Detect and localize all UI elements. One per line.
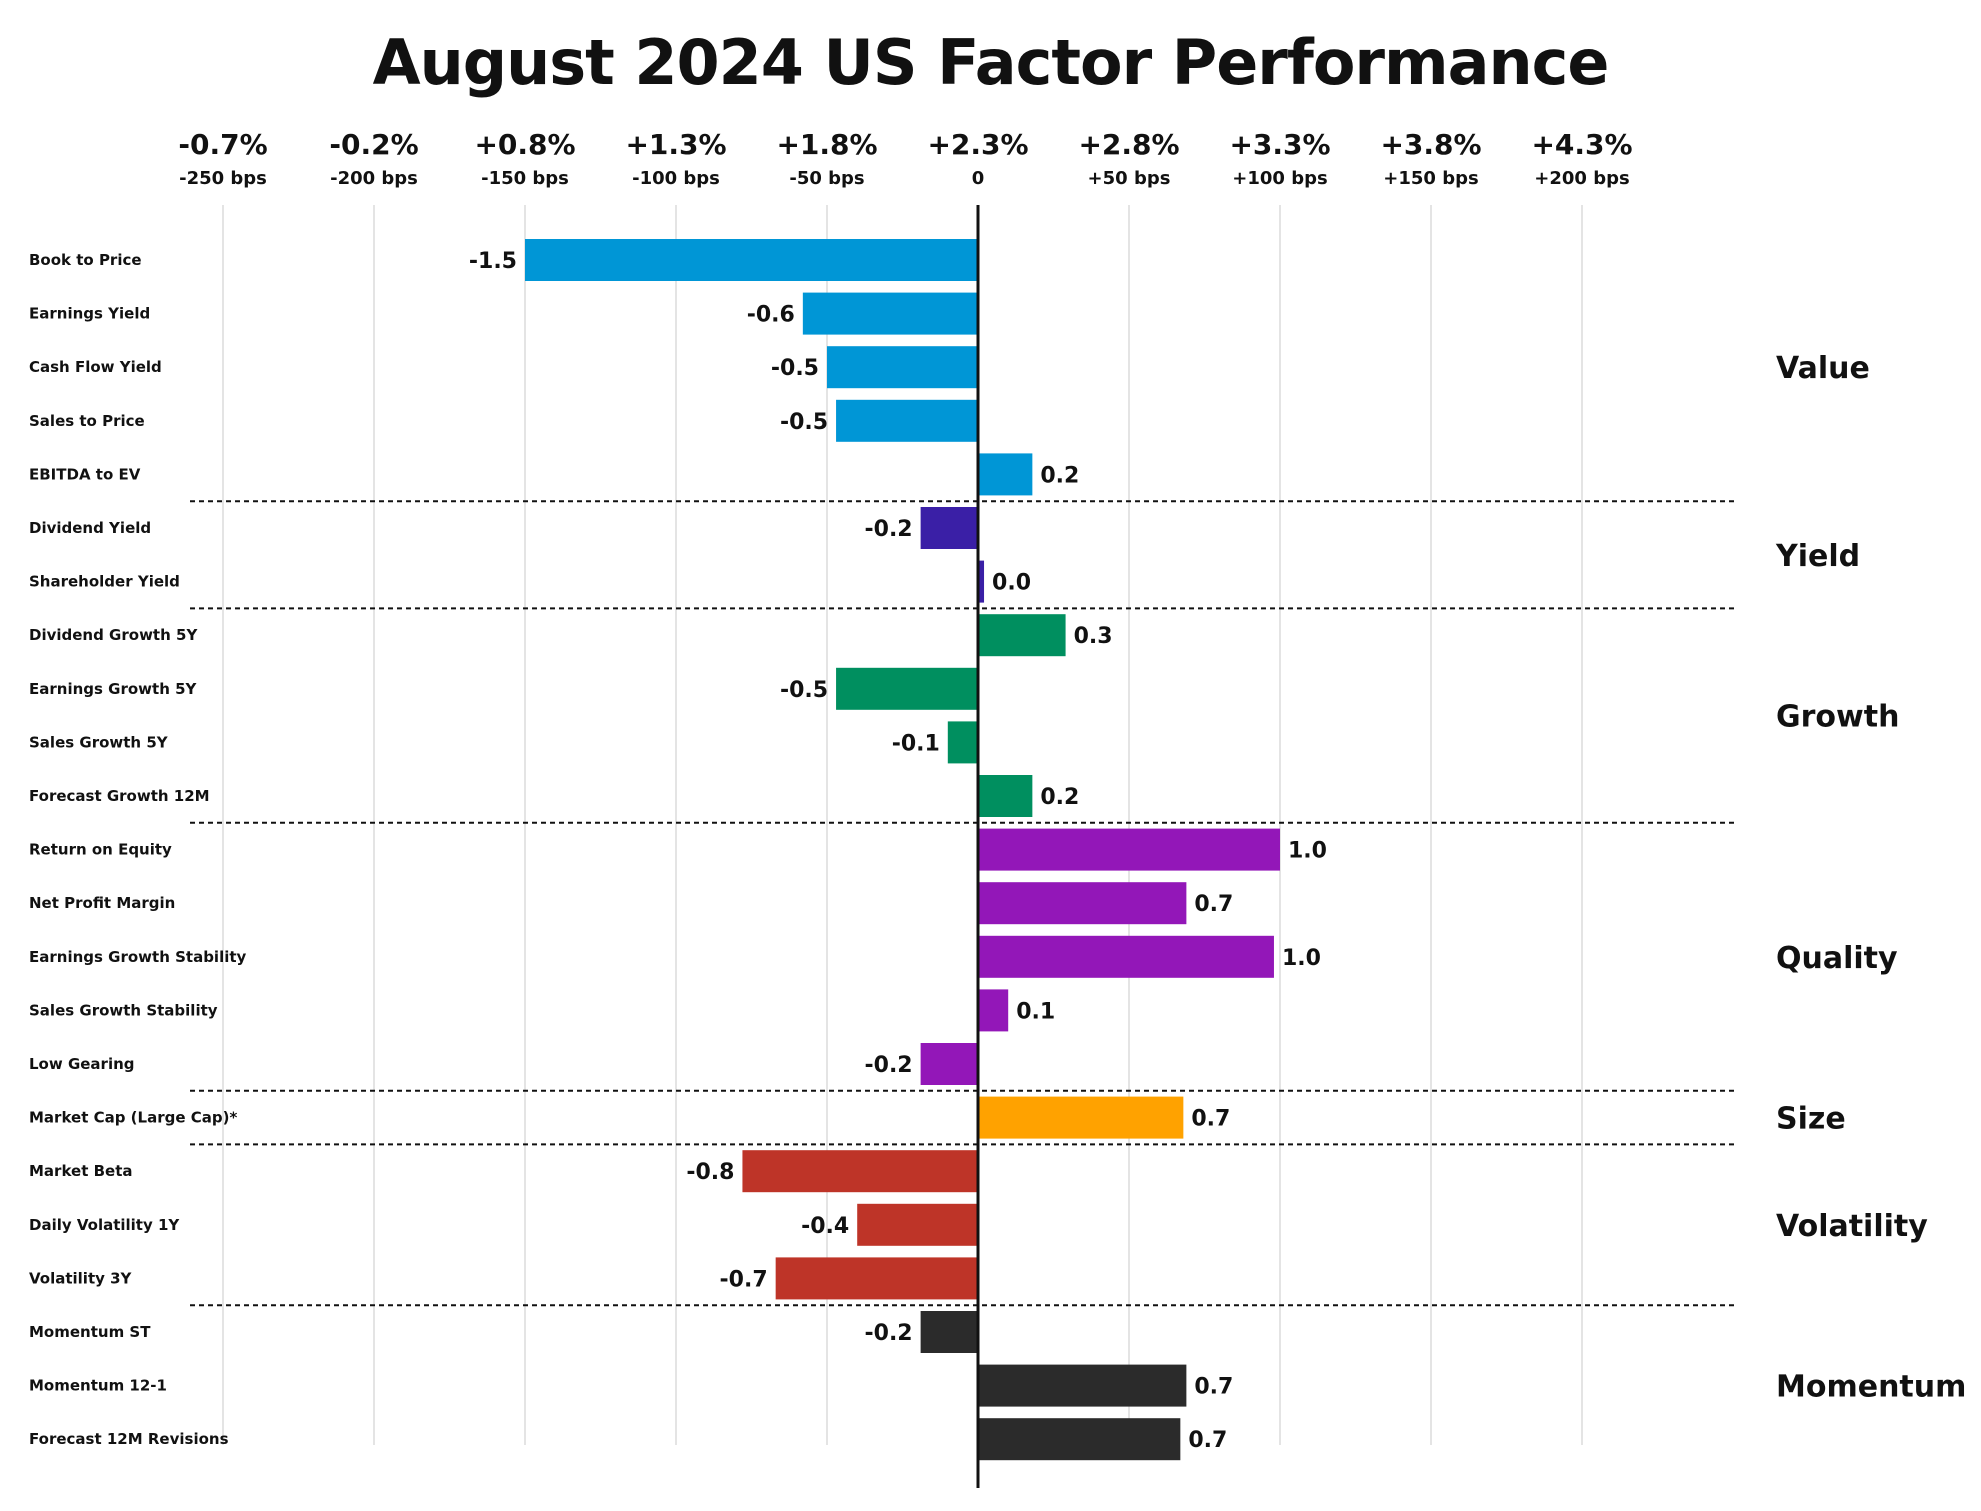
bar [775, 1257, 978, 1300]
bar [978, 1364, 1187, 1407]
factor-label: EBITDA to EV [29, 465, 141, 483]
data-label: -0.5 [780, 678, 828, 703]
data-label: 1.0 [1282, 946, 1321, 971]
data-label: 1.0 [1288, 839, 1327, 864]
data-label: -0.7 [720, 1267, 768, 1292]
x-tick-bps-label: -150 bps [481, 168, 569, 189]
data-label: 0.7 [1191, 1107, 1230, 1132]
data-label: -1.5 [469, 249, 517, 274]
factor-label: Net Profit Margin [29, 894, 175, 912]
x-tick-pct-label: -0.7% [178, 128, 267, 161]
bar [978, 775, 1033, 817]
factor-label: Sales to Price [29, 412, 145, 430]
x-tick-pct-label: +0.8% [474, 128, 575, 161]
x-tick-bps-label: -200 bps [330, 168, 418, 189]
group-label: Growth [1776, 700, 1899, 735]
factor-label: Shareholder Yield [29, 573, 180, 591]
bar [947, 721, 978, 764]
bar [978, 1418, 1181, 1461]
bar [836, 667, 978, 710]
bar [920, 1043, 978, 1085]
group-label: Yield [1775, 539, 1860, 574]
x-tick-bps-label: -100 bps [632, 168, 720, 189]
data-label: -0.8 [686, 1160, 734, 1185]
x-tick-bps-label: +200 bps [1534, 168, 1629, 189]
factor-label: Forecast 12M Revisions [29, 1430, 229, 1448]
x-tick-pct-label: +4.3% [1531, 128, 1632, 161]
bar [742, 1150, 978, 1193]
group-label: Value [1776, 351, 1870, 386]
factor-label: Earnings Growth 5Y [29, 680, 198, 698]
x-tick-bps-label: +100 bps [1232, 168, 1327, 189]
x-tick-pct-label: +2.8% [1078, 128, 1179, 161]
factor-label: Volatility 3Y [29, 1269, 133, 1287]
data-label: 0.7 [1194, 1375, 1233, 1400]
bar [857, 1203, 978, 1246]
chart-title: August 2024 US Factor Performance [372, 26, 1610, 99]
factor-label: Low Gearing [29, 1055, 135, 1073]
data-label: 0.2 [1040, 785, 1079, 810]
bar [920, 1311, 978, 1353]
factor-label: Sales Growth Stability [29, 1001, 218, 1019]
data-label: 0.2 [1040, 463, 1079, 488]
data-label: 0.1 [1016, 999, 1055, 1024]
x-tick-bps-label: -250 bps [179, 168, 267, 189]
data-label: 0.0 [992, 571, 1031, 596]
bar [978, 989, 1009, 1032]
bar [836, 399, 978, 442]
data-label: -0.6 [747, 303, 795, 328]
x-tick-bps-label: 0 [972, 168, 985, 189]
x-tick-pct-label: +3.8% [1380, 128, 1481, 161]
bar [978, 560, 985, 603]
bar [978, 935, 1274, 978]
factor-label: Market Beta [29, 1162, 132, 1180]
factor-label: Earnings Yield [29, 305, 150, 323]
factor-label: Cash Flow Yield [29, 358, 162, 376]
x-tick-pct-label: -0.2% [329, 128, 418, 161]
bar [978, 1096, 1184, 1139]
data-label: -0.5 [780, 410, 828, 435]
bar [920, 507, 978, 549]
bar [802, 292, 978, 335]
x-tick-pct-label: +1.3% [625, 128, 726, 161]
factor-label: Momentum ST [29, 1323, 151, 1341]
bar [978, 828, 1280, 871]
data-label: 0.7 [1194, 892, 1233, 917]
data-label: -0.4 [801, 1214, 849, 1239]
factor-label: Return on Equity [29, 841, 172, 859]
factor-label: Earnings Growth Stability [29, 948, 247, 966]
factor-label: Market Cap (Large Cap)* [29, 1109, 237, 1127]
x-tick-pct-label: +3.3% [1229, 128, 1330, 161]
bar [978, 614, 1066, 657]
data-label: 0.7 [1188, 1428, 1227, 1453]
factor-label: Book to Price [29, 251, 142, 269]
factor-label: Momentum 12-1 [29, 1377, 167, 1395]
data-label: 0.3 [1074, 624, 1113, 649]
factor-label: Sales Growth 5Y [29, 733, 169, 751]
data-label: -0.2 [865, 1321, 913, 1346]
x-tick-bps-label: -50 bps [789, 168, 864, 189]
data-label: -0.5 [771, 356, 819, 381]
bar [978, 882, 1187, 925]
data-label: -0.2 [865, 517, 913, 542]
factor-label: Dividend Growth 5Y [29, 626, 198, 644]
bar [525, 239, 978, 281]
group-label: Quality [1776, 941, 1898, 976]
group-label: Momentum [1776, 1370, 1966, 1405]
bar [978, 453, 1033, 496]
x-tick-bps-label: +50 bps [1088, 168, 1171, 189]
data-label: -0.2 [865, 1053, 913, 1078]
factor-label: Daily Volatility 1Y [29, 1216, 180, 1234]
bar [827, 346, 978, 389]
group-label: Volatility [1776, 1209, 1928, 1244]
factor-label: Forecast Growth 12M [29, 787, 210, 805]
x-tick-bps-label: +150 bps [1383, 168, 1478, 189]
group-label: Size [1776, 1102, 1846, 1137]
factor-label: Dividend Yield [29, 519, 151, 537]
data-label: -0.1 [892, 731, 940, 756]
x-tick-pct-label: +2.3% [927, 128, 1028, 161]
x-tick-pct-label: +1.8% [776, 128, 877, 161]
